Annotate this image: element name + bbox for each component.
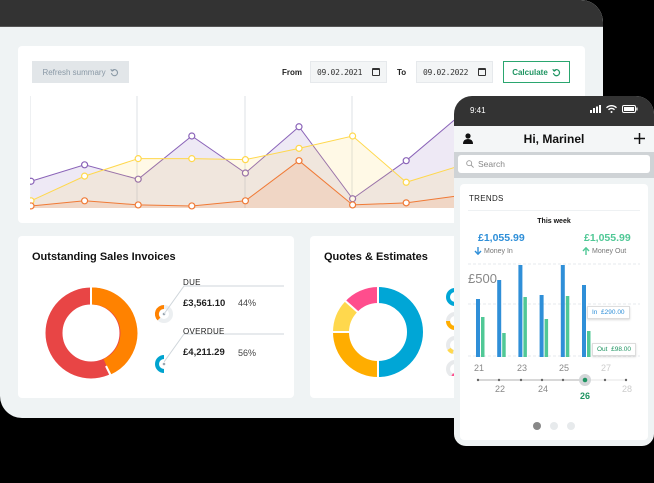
card-title: Quotes & Estimates	[324, 251, 428, 263]
search-placeholder: Search	[478, 159, 505, 169]
page-dot-1[interactable]	[533, 422, 541, 430]
phone-header: Hi, Marinel	[454, 126, 654, 152]
y-axis-label: £500	[468, 271, 497, 286]
wifi-icon	[606, 105, 617, 113]
calculate-label: Calculate	[512, 67, 548, 77]
refresh-icon	[552, 68, 560, 76]
refresh-summary-button[interactable]: Refresh summary	[32, 61, 129, 83]
money-out-amount: £1,055.99	[584, 232, 631, 244]
week-label: This week	[537, 218, 571, 225]
invoices-donut-chart[interactable]	[44, 286, 138, 380]
day-24[interactable]: 24	[538, 384, 549, 394]
due-percent: 44%	[238, 298, 257, 308]
day-23[interactable]: 23	[517, 363, 528, 373]
to-label: To	[397, 68, 407, 77]
trends-bar-chart[interactable]	[460, 262, 648, 362]
search-icon	[466, 160, 474, 168]
day-28[interactable]: 28	[622, 384, 633, 394]
day-22[interactable]: 22	[495, 384, 506, 394]
arrow-up-icon	[582, 247, 590, 255]
from-date-value: 09.02.2021	[317, 67, 363, 77]
money-in-label: Money In	[484, 247, 513, 255]
overdue-leader-line	[164, 333, 284, 363]
area-chart	[30, 96, 460, 210]
overdue-label: OVERDUE	[183, 327, 225, 336]
money-in-amount: £1,055.99	[478, 232, 525, 244]
page-dot-2[interactable]	[550, 422, 558, 430]
from-date-input[interactable]: 09.02.2021	[310, 61, 387, 83]
trends-title: TRENDS	[469, 194, 504, 203]
battery-icon	[622, 105, 638, 113]
add-plus-icon[interactable]	[634, 133, 645, 144]
due-amount: £3,561.10	[183, 298, 226, 309]
refresh-summary-label: Refresh summary	[42, 67, 106, 77]
signal-icon	[590, 105, 601, 113]
status-time: 9:41	[470, 106, 486, 115]
tablet-top-bar	[0, 0, 603, 27]
due-leader-line	[164, 285, 284, 315]
search-input[interactable]: Search	[458, 155, 650, 173]
day-25[interactable]: 25	[559, 363, 570, 373]
quotes-donut-chart[interactable]	[332, 286, 424, 378]
day-26-selected[interactable]: 26	[580, 391, 591, 401]
day-21[interactable]: 21	[474, 363, 485, 373]
day-timeline[interactable]	[460, 374, 648, 386]
phone-status-bar: 9:41	[454, 96, 654, 126]
day-27[interactable]: 27	[601, 363, 612, 373]
page-dot-3[interactable]	[567, 422, 575, 430]
card-title: Outstanding Sales Invoices	[32, 251, 176, 263]
in-tooltip: In £290.00	[587, 306, 630, 319]
overdue-percent: 56%	[238, 348, 257, 358]
money-out-label: Money Out	[592, 247, 627, 255]
overdue-mini-donut-icon	[155, 355, 166, 373]
calculate-button[interactable]: Calculate	[503, 61, 570, 83]
to-date-input[interactable]: 09.02.2022	[416, 61, 493, 83]
pagination-dots	[460, 422, 648, 430]
calendar-icon[interactable]	[372, 68, 380, 76]
out-tooltip: Out £98.00	[592, 343, 636, 356]
user-profile-icon[interactable]	[463, 133, 473, 144]
arrow-down-icon	[474, 247, 482, 255]
phone-frame: 9:41 Hi, Marinel Search TRENDS This week…	[454, 96, 654, 446]
refresh-icon	[109, 68, 118, 76]
divider	[468, 210, 640, 211]
from-label: From	[282, 68, 302, 77]
greeting-title: Hi, Marinel	[523, 132, 585, 146]
overdue-amount: £4,211.29	[183, 347, 225, 358]
outstanding-invoices-card: Outstanding Sales Invoices DUE £3,561.10…	[18, 236, 294, 398]
due-label: DUE	[183, 278, 201, 287]
to-date-value: 09.02.2022	[423, 67, 469, 77]
trends-card: TRENDS This week £1,055.99 Money In £1,0…	[460, 184, 648, 440]
calendar-icon[interactable]	[478, 68, 486, 76]
